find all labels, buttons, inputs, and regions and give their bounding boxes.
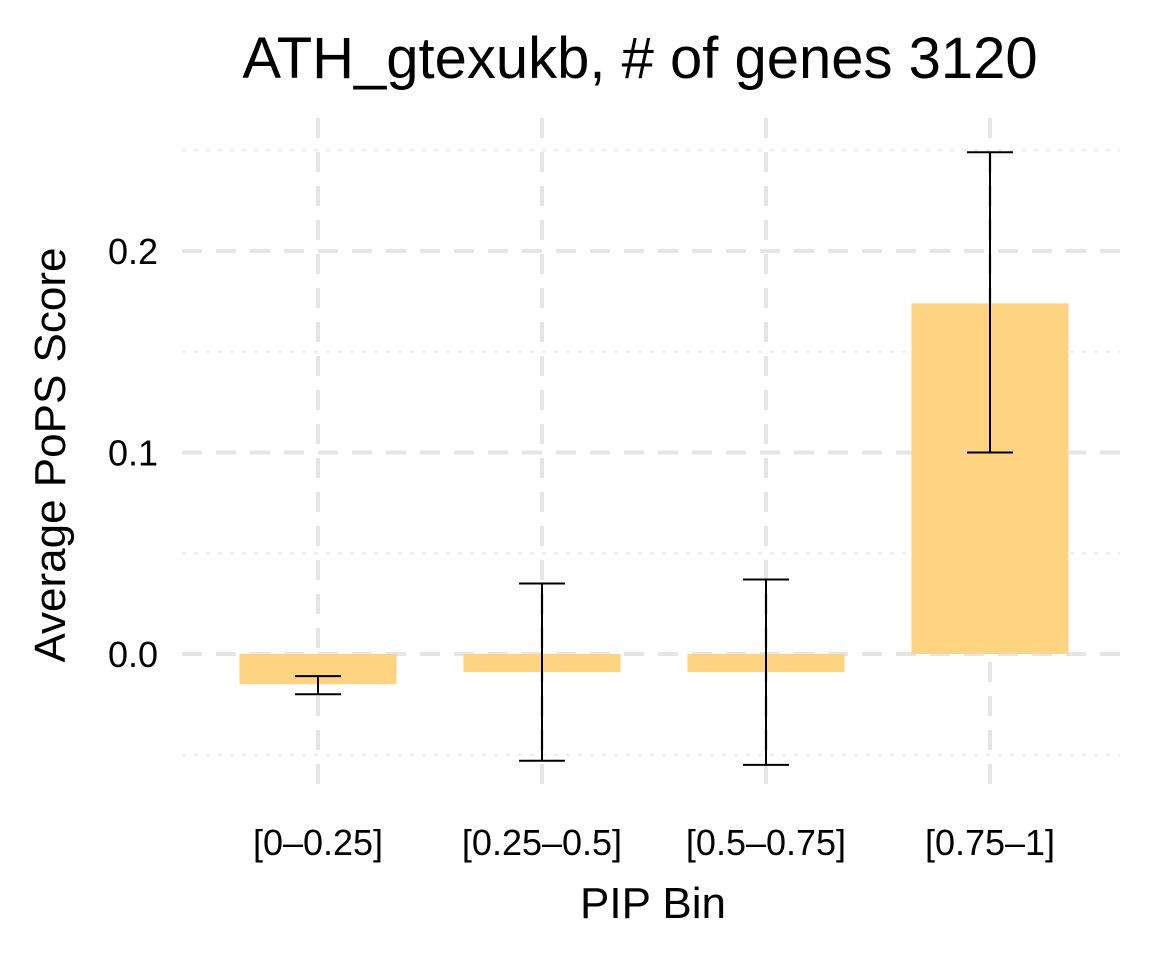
error-bar xyxy=(967,151,1013,454)
y-tick-label: 0.1 xyxy=(108,433,158,474)
error-bar xyxy=(743,578,789,766)
y-axis-title: Average PoPS Score xyxy=(26,248,75,663)
error-bars xyxy=(295,151,1013,766)
error-bar xyxy=(519,582,565,762)
x-axis-title: PIP Bin xyxy=(580,879,726,928)
x-tick-label: [0.5–0.75] xyxy=(686,822,846,863)
x-tick-label: [0.25–0.5] xyxy=(462,822,622,863)
bars xyxy=(239,303,1069,685)
y-tick-label: 0.2 xyxy=(108,231,158,272)
x-tick-label: [0–0.25] xyxy=(253,822,383,863)
chart-title: ATH_gtexukb, # of genes 3120 xyxy=(242,26,1037,91)
y-tick-label: 0.0 xyxy=(108,634,158,675)
y-tick-labels: 0.0 0.1 0.2 xyxy=(108,231,158,675)
x-tick-label: [0.75–1] xyxy=(925,822,1055,863)
error-bar xyxy=(295,675,341,696)
x-tick-labels: [0–0.25] [0.25–0.5] [0.5–0.75] [0.75–1] xyxy=(253,822,1055,863)
